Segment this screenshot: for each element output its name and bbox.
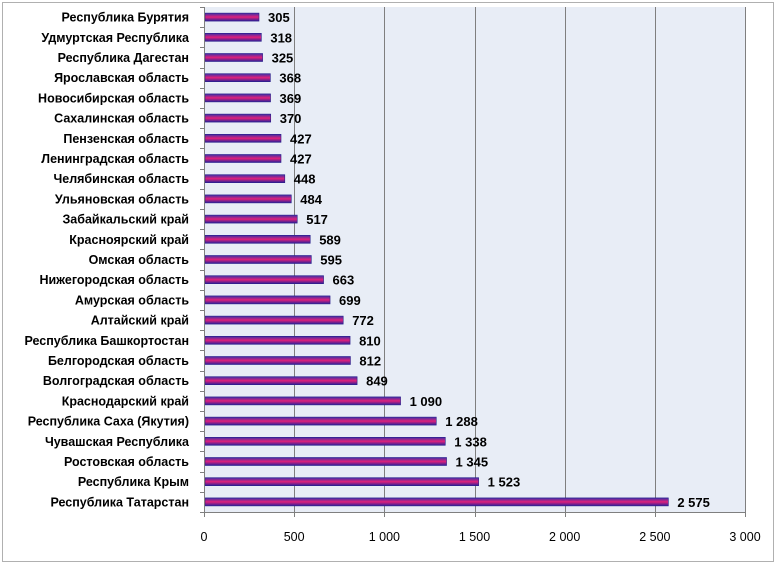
category-label-24: Республика Татарстан (50, 495, 189, 509)
bar-2 (204, 53, 263, 62)
category-label-12: Омская область (89, 253, 190, 267)
category-label-18: Волгоградская область (43, 374, 189, 388)
x-tick-label-4: 2 000 (549, 530, 580, 544)
bar-20 (204, 416, 437, 426)
bar-14 (204, 295, 331, 305)
bar-12 (204, 255, 312, 264)
category-label-11: Красноярский край (69, 233, 189, 247)
data-label-6: 427 (290, 131, 312, 146)
x-tick-label-1: 500 (284, 530, 305, 544)
data-label-9: 484 (300, 192, 322, 207)
bar-9 (204, 194, 292, 204)
category-label-19: Краснодарский край (62, 394, 189, 408)
x-tick-label-6: 3 000 (729, 530, 760, 544)
category-label-14: Амурская область (75, 293, 189, 307)
axes (200, 7, 746, 517)
category-label-3: Ярославская область (54, 71, 189, 85)
x-tick-label-0: 0 (201, 530, 208, 544)
bars (204, 12, 669, 507)
category-label-15: Алтайский край (91, 314, 189, 328)
data-label-19: 1 090 (410, 394, 443, 409)
bar-11 (204, 235, 311, 244)
bar-18 (204, 376, 358, 386)
bar-22 (204, 457, 447, 466)
category-label-16: Республика Башкортостан (24, 334, 189, 348)
data-label-22: 1 345 (456, 455, 489, 470)
data-label-2: 325 (272, 51, 294, 66)
data-label-11: 589 (319, 232, 341, 247)
category-label-1: Удмуртская Республика (41, 31, 190, 45)
data-label-15: 772 (352, 313, 374, 328)
bar-6 (204, 134, 282, 143)
category-label-8: Челябинская область (53, 172, 189, 186)
data-label-0: 305 (268, 10, 290, 25)
gridlines (294, 7, 746, 512)
bar-5 (204, 113, 272, 123)
category-label-13: Нижегородская область (39, 273, 189, 287)
data-label-5: 370 (280, 111, 302, 126)
data-labels: 305 318 325 368 369 370 427 427 448 484 517 589 595 6… (268, 10, 710, 510)
data-label-17: 812 (359, 354, 381, 369)
category-label-5: Сахалинская область (54, 112, 189, 126)
data-label-14: 699 (339, 293, 361, 308)
data-label-10: 517 (306, 212, 328, 227)
bar-24 (204, 497, 669, 507)
bar-4 (204, 93, 271, 103)
data-label-1: 318 (270, 30, 292, 45)
data-label-8: 448 (294, 172, 316, 187)
category-label-6: Пензенская область (63, 132, 189, 146)
bar-0 (204, 12, 260, 22)
data-label-24: 2 575 (677, 495, 710, 510)
category-label-21: Чувашская Республика (45, 435, 190, 449)
category-label-17: Белгородская область (48, 354, 189, 368)
bar-13 (204, 275, 324, 285)
bar-7 (204, 154, 282, 163)
bar-8 (204, 174, 286, 183)
data-label-20: 1 288 (445, 414, 478, 429)
bar-1 (204, 32, 262, 42)
category-label-9: Ульяновская область (55, 192, 189, 206)
category-labels: Республика Бурятия Удмуртская Республика Р… (24, 11, 190, 510)
data-label-23: 1 523 (488, 475, 521, 490)
category-label-7: Ленинградская область (41, 152, 189, 166)
bar-21 (204, 436, 446, 446)
bar-15 (204, 315, 344, 325)
x-tick-labels: 0 500 1 000 1 500 2 000 2 500 3 000 (201, 530, 761, 544)
bar-10 (204, 214, 298, 224)
data-label-16: 810 (359, 333, 381, 348)
data-label-7: 427 (290, 152, 312, 167)
category-label-10: Забайкальский край (62, 213, 189, 227)
category-label-22: Ростовская область (64, 455, 189, 469)
category-label-2: Республика Дагестан (58, 51, 189, 65)
bar-23 (204, 477, 479, 487)
bar-3 (204, 73, 271, 82)
bar-17 (204, 356, 351, 365)
data-label-18: 849 (366, 374, 388, 389)
x-tick-label-3: 1 500 (459, 530, 490, 544)
bar-19 (204, 396, 401, 406)
bar-16 (204, 335, 351, 345)
data-label-12: 595 (320, 253, 342, 268)
category-label-4: Новосибирская область (38, 91, 189, 105)
x-tick-label-5: 2 500 (639, 530, 670, 544)
category-label-20: Республика Саха (Якутия) (28, 415, 189, 429)
data-label-3: 368 (279, 71, 301, 86)
category-label-23: Республика Крым (78, 475, 189, 489)
data-label-21: 1 338 (454, 434, 487, 449)
data-label-4: 369 (280, 91, 302, 106)
data-label-13: 663 (333, 273, 355, 288)
x-tick-label-2: 1 000 (369, 530, 400, 544)
category-label-0: Республика Бурятия (62, 11, 189, 25)
